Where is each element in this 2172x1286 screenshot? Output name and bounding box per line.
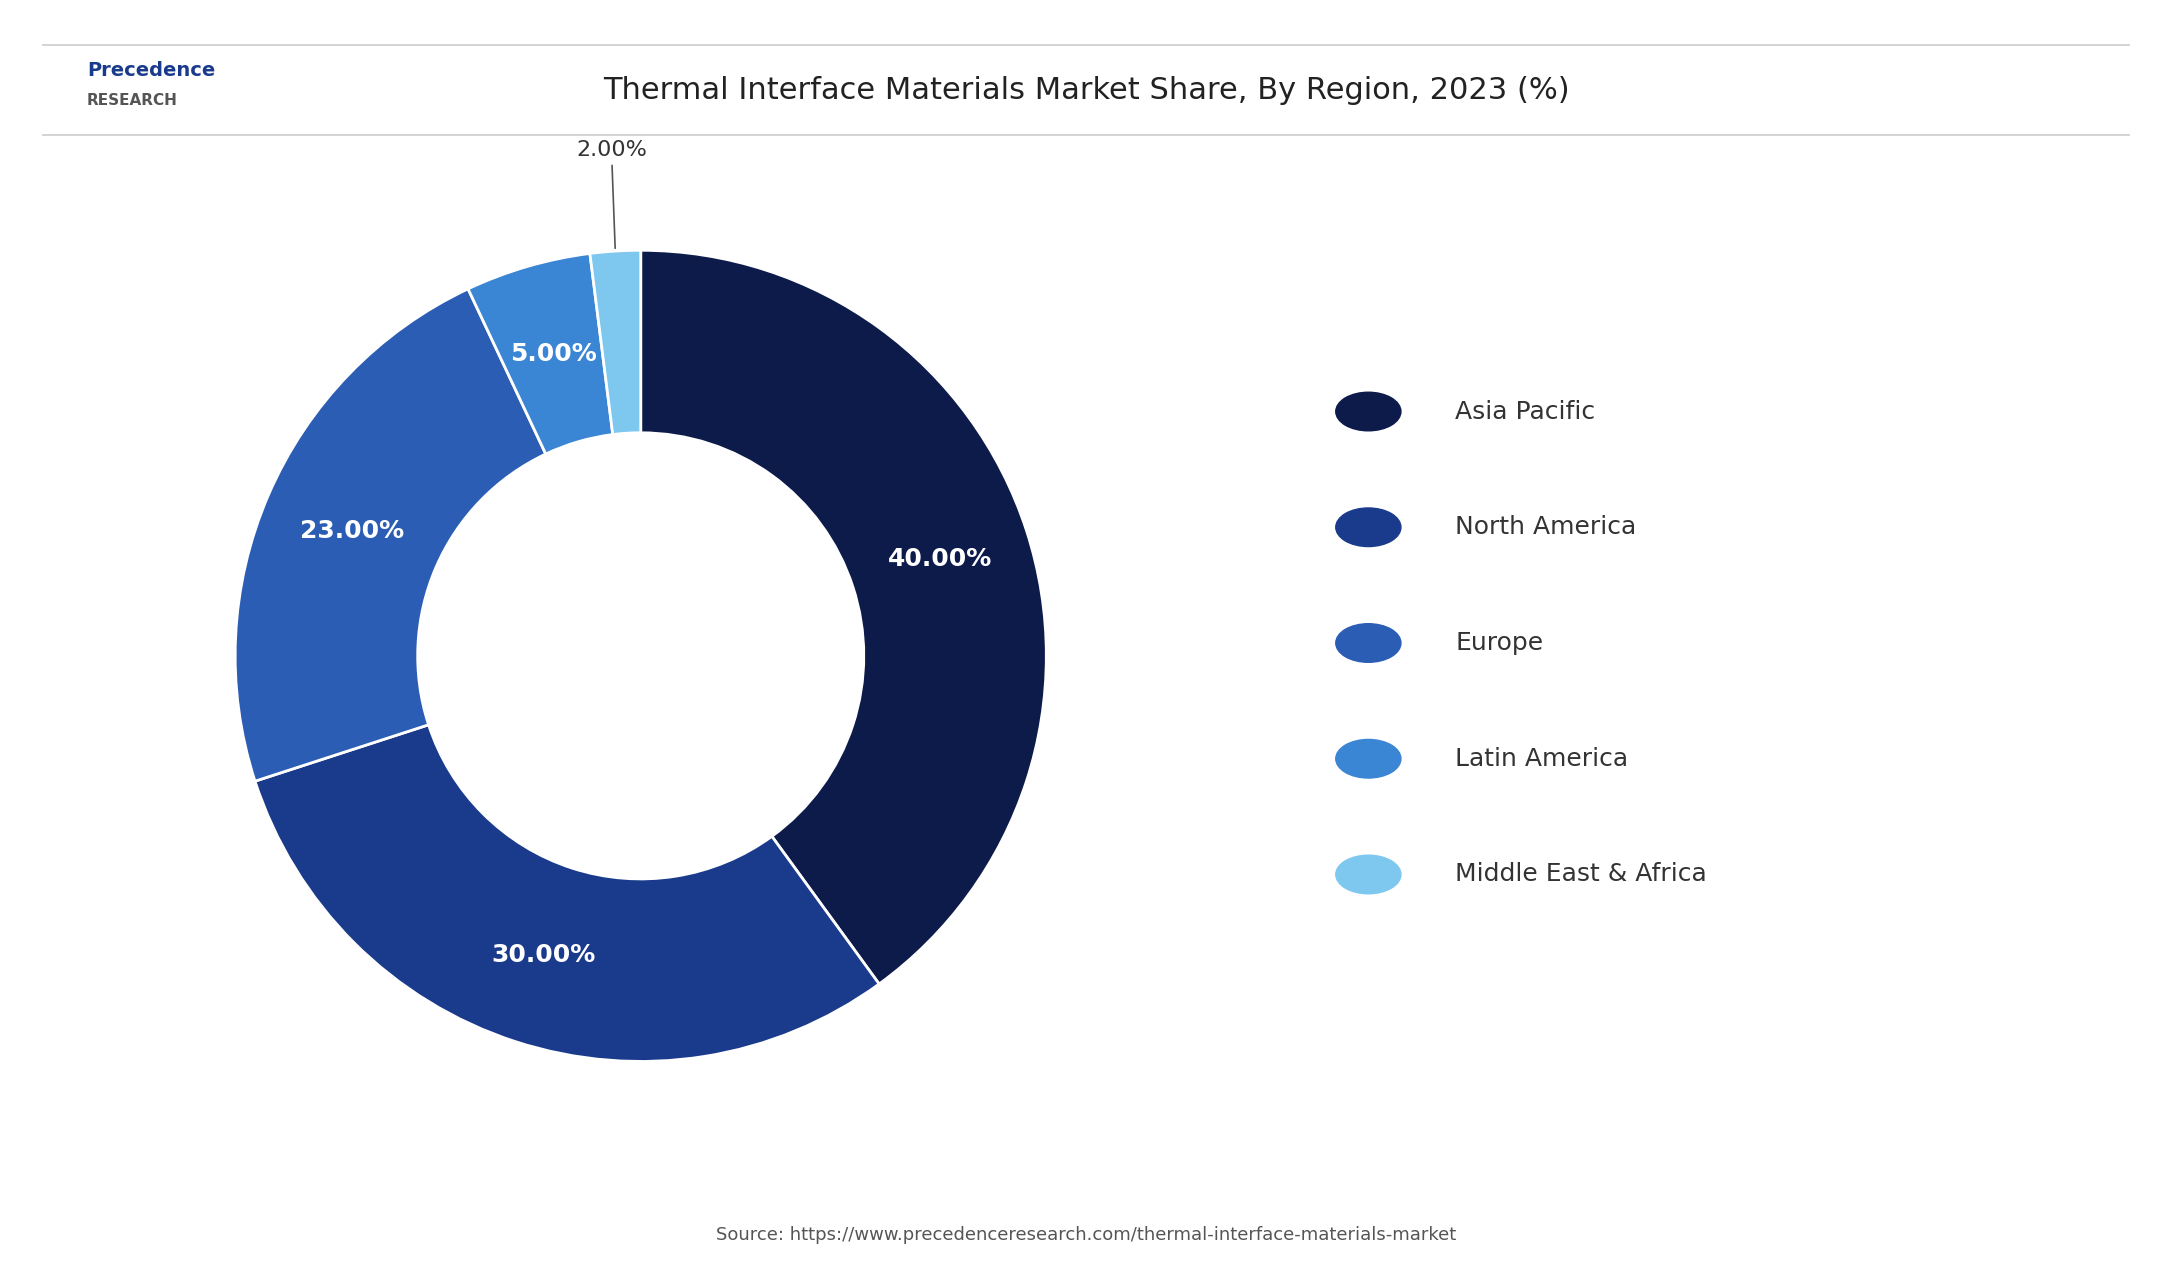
Text: Precedence: Precedence	[87, 62, 215, 80]
Wedge shape	[254, 725, 880, 1061]
Text: 23.00%: 23.00%	[300, 520, 404, 543]
Text: 40.00%: 40.00%	[888, 547, 993, 571]
Text: Asia Pacific: Asia Pacific	[1455, 400, 1596, 423]
Text: Middle East & Africa: Middle East & Africa	[1455, 863, 1707, 886]
Wedge shape	[591, 251, 641, 435]
Wedge shape	[467, 253, 613, 454]
Text: Latin America: Latin America	[1455, 747, 1629, 770]
Text: 2.00%: 2.00%	[576, 140, 647, 248]
Text: 30.00%: 30.00%	[491, 943, 595, 967]
Wedge shape	[235, 289, 545, 781]
Text: North America: North America	[1455, 516, 1636, 539]
Text: 5.00%: 5.00%	[510, 342, 597, 367]
Text: Thermal Interface Materials Market Share, By Region, 2023 (%): Thermal Interface Materials Market Share…	[602, 76, 1570, 104]
Wedge shape	[641, 251, 1047, 984]
Text: Europe: Europe	[1455, 631, 1544, 655]
Text: RESEARCH: RESEARCH	[87, 93, 178, 108]
Text: Source: https://www.precedenceresearch.com/thermal-interface-materials-market: Source: https://www.precedenceresearch.c…	[717, 1226, 1455, 1244]
